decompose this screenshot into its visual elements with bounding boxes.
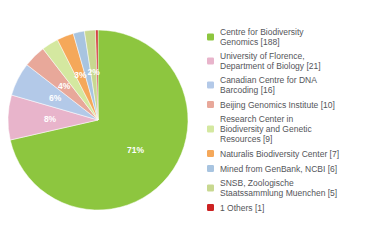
svg-text:Mined from GenBank, NCBI [6]: Mined from GenBank, NCBI [6] <box>220 164 337 174</box>
svg-text:Canadian Centre for DNA: Canadian Centre for DNA <box>220 75 317 85</box>
svg-text:Genomics [188]: Genomics [188] <box>220 37 280 47</box>
svg-text:Resources [9]: Resources [9] <box>220 134 272 144</box>
svg-text:Naturalis Biodiversity Center: Naturalis Biodiversity Center [7] <box>220 149 339 159</box>
svg-text:SNSB, Zoologische: SNSB, Zoologische <box>220 178 294 188</box>
svg-text:Biodiversity and Genetic: Biodiversity and Genetic <box>220 124 312 134</box>
svg-text:1 Others [1]: 1 Others [1] <box>220 203 264 213</box>
svg-text:Beijing Genomics Institute [10: Beijing Genomics Institute [10] <box>220 100 335 110</box>
svg-text:Research Center in: Research Center in <box>220 114 294 124</box>
svg-text:2%: 2% <box>88 67 101 77</box>
svg-text:Staatssammlung Muenchen [5]: Staatssammlung Muenchen [5] <box>220 188 337 198</box>
svg-text:Barcoding [16]: Barcoding [16] <box>220 85 275 95</box>
svg-text:University of Florence,: University of Florence, <box>220 51 305 61</box>
svg-text:71%: 71% <box>127 145 144 155</box>
svg-text:6%: 6% <box>49 93 62 103</box>
svg-text:Department of Biology [21]: Department of Biology [21] <box>220 61 321 71</box>
svg-text:8%: 8% <box>44 114 57 124</box>
svg-text:3%: 3% <box>74 70 87 80</box>
svg-text:4%: 4% <box>58 81 71 91</box>
svg-text:Centre for Biodiversity: Centre for Biodiversity <box>220 27 304 37</box>
